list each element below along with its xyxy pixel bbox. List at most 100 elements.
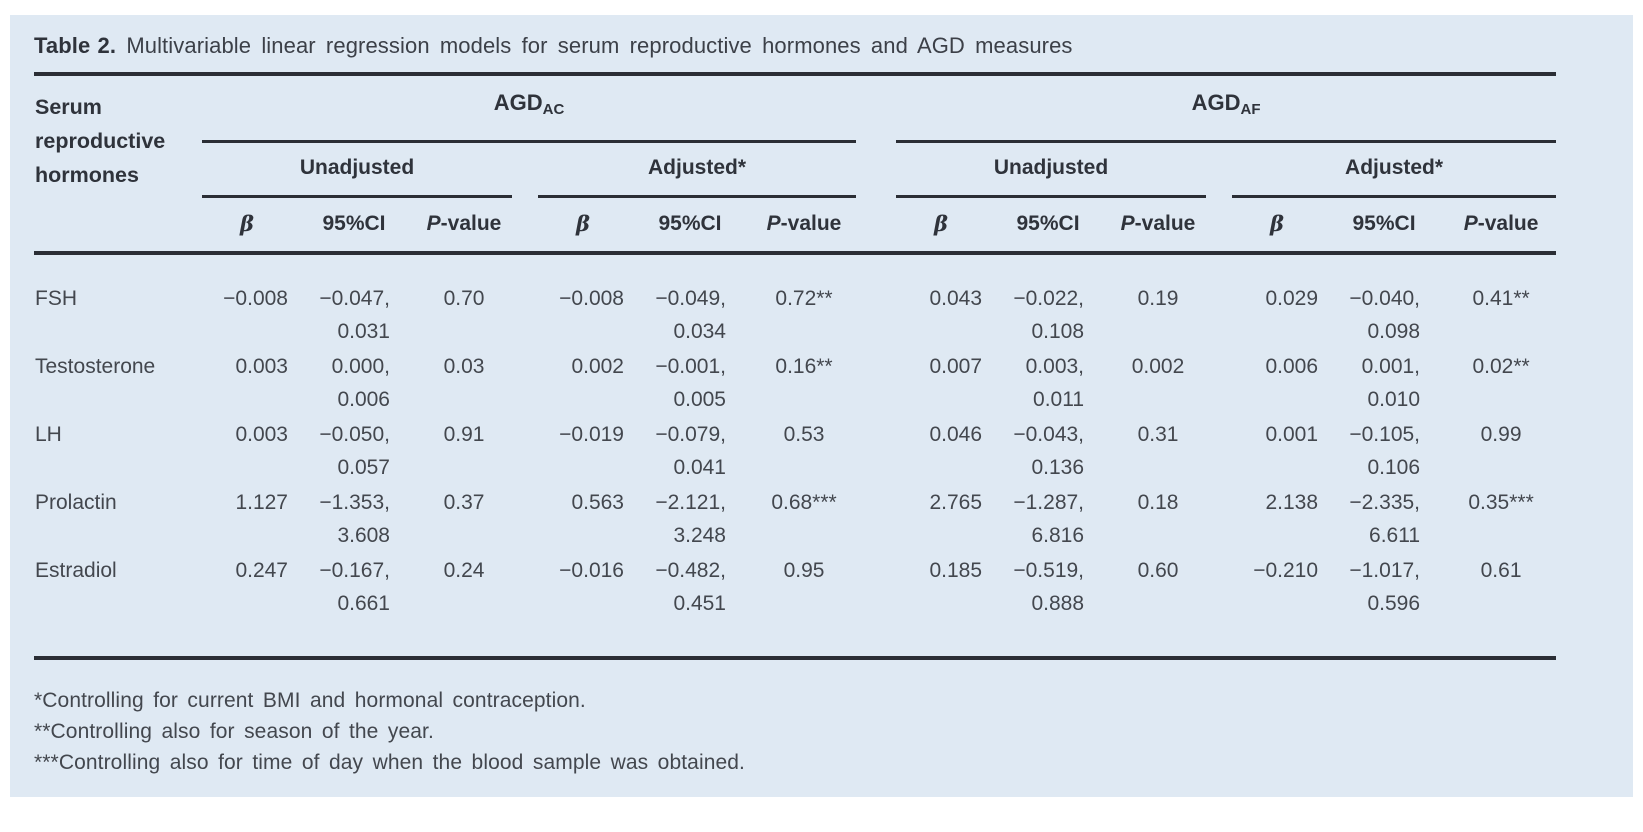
col-header-beta: β bbox=[1270, 211, 1284, 236]
table-row-prolactin: Prolactin 1.127 −1.353, 3.608 0.37 0.563 … bbox=[34, 485, 1556, 553]
beta-value: 0.003 bbox=[235, 355, 288, 378]
col-header-ci: 95%CI bbox=[1352, 211, 1416, 235]
ci-value: −0.040, 0.098 bbox=[1349, 287, 1421, 343]
p-value: 0.35*** bbox=[1468, 491, 1534, 514]
column-header-row: β 95%CI P-value β 95%CI P-value β 95%CI … bbox=[34, 197, 1556, 252]
p-value: 0.68*** bbox=[771, 491, 837, 514]
ci-value: 0.003, 0.011 bbox=[1025, 355, 1085, 411]
subscript-ac: AC bbox=[542, 101, 565, 118]
p-value: 0.53 bbox=[783, 423, 825, 446]
spacer-cell bbox=[856, 485, 896, 553]
table-panel: Table 2. Multivariable linear regression… bbox=[10, 15, 1633, 797]
spacer-cell bbox=[512, 485, 538, 553]
col-header-beta: β bbox=[934, 211, 948, 236]
footnote-3: ***Controlling also for time of day when… bbox=[34, 751, 745, 774]
footnote-2: **Controlling also for season of the yea… bbox=[34, 720, 434, 743]
p-value: 0.37 bbox=[443, 491, 485, 514]
spacer-cell bbox=[512, 255, 538, 349]
ci-value: −1.353, 3.608 bbox=[319, 491, 390, 547]
subgroup-unadjusted-ac: Unadjusted bbox=[202, 141, 512, 198]
beta-value: −0.008 bbox=[223, 287, 288, 310]
p-value: 0.72** bbox=[775, 287, 833, 310]
ci-value: −0.079, 0.041 bbox=[655, 423, 726, 479]
ci-value: −0.050, 0.057 bbox=[319, 423, 390, 479]
spacer-cell bbox=[856, 417, 896, 485]
ci-value: 0.000, 0.006 bbox=[331, 355, 390, 411]
ci-value: −0.001, 0.005 bbox=[655, 355, 726, 411]
column-group-agd-af: AGDAF bbox=[896, 84, 1557, 143]
ci-value: −1.287, 6.816 bbox=[1013, 491, 1085, 547]
col-header-beta: β bbox=[576, 211, 590, 236]
hormone-label: LH bbox=[35, 423, 62, 446]
p-value: 0.99 bbox=[1480, 423, 1522, 446]
footnotes: *Controlling for current BMI and hormona… bbox=[34, 685, 1633, 778]
hormone-label: FSH bbox=[35, 287, 77, 310]
ci-value: −0.105, 0.106 bbox=[1349, 423, 1421, 479]
p-value: 0.70 bbox=[443, 287, 485, 310]
spacer-cell bbox=[856, 553, 896, 656]
spacer-cell bbox=[512, 142, 538, 197]
beta-value: 0.002 bbox=[571, 355, 624, 378]
col-header-pvalue: P-value bbox=[426, 211, 502, 235]
subgroup-adjusted-af: Adjusted* bbox=[1232, 141, 1557, 198]
ci-value: −0.022, 0.108 bbox=[1013, 287, 1085, 343]
beta-value: 0.029 bbox=[1265, 287, 1319, 310]
col-header-ci: 95%CI bbox=[322, 211, 386, 235]
beta-value: 0.185 bbox=[929, 559, 983, 582]
column-group-agd-ac: AGDAC bbox=[202, 84, 857, 143]
subgroup-unadjusted-af: Unadjusted bbox=[896, 141, 1207, 198]
header-bottom-rule bbox=[34, 251, 1557, 255]
spacer-cell bbox=[1206, 197, 1232, 252]
spacer-cell bbox=[1206, 485, 1232, 553]
spacer-cell bbox=[1206, 417, 1232, 485]
p-value: 0.41** bbox=[1472, 287, 1530, 310]
table-caption: Multivariable linear regression models f… bbox=[126, 33, 1073, 58]
p-value: 0.18 bbox=[1137, 491, 1179, 514]
beta-value: 2.765 bbox=[929, 491, 983, 514]
table-row-lh: LH 0.003 −0.050, 0.057 0.91 −0.019 −0.079… bbox=[34, 417, 1556, 485]
hormone-label: Estradiol bbox=[35, 559, 117, 582]
beta-value: 0.001 bbox=[1265, 423, 1319, 446]
ci-value: −0.047, 0.031 bbox=[319, 287, 390, 343]
footnote-1: *Controlling for current BMI and hormona… bbox=[34, 689, 586, 712]
beta-value: 0.006 bbox=[1265, 355, 1319, 378]
spacer-cell bbox=[512, 417, 538, 485]
col-header-beta: β bbox=[240, 211, 254, 236]
p-value: 0.002 bbox=[1131, 355, 1185, 378]
p-value: 0.24 bbox=[443, 559, 485, 582]
beta-value: −0.008 bbox=[559, 287, 624, 310]
p-value: 0.61 bbox=[1480, 559, 1522, 582]
table-row-testosterone: Testosterone 0.003 0.000, 0.006 0.03 0.00… bbox=[34, 349, 1556, 417]
beta-value: 0.007 bbox=[929, 355, 983, 378]
group-header-row: Serum reproductive hormones AGDAC AGDAF bbox=[34, 84, 1557, 187]
spacer-cell bbox=[856, 197, 896, 252]
ci-value: −0.049, 0.034 bbox=[655, 287, 726, 343]
spacer-cell bbox=[512, 349, 538, 417]
ci-value: −0.482, 0.451 bbox=[655, 559, 726, 615]
subscript-af: AF bbox=[1240, 101, 1261, 118]
beta-value: −0.019 bbox=[559, 423, 624, 446]
spacer-cell bbox=[1206, 142, 1232, 197]
p-value: 0.16** bbox=[775, 355, 833, 378]
beta-value: 0.043 bbox=[929, 287, 983, 310]
ci-value: −0.519, 0.888 bbox=[1013, 559, 1085, 615]
spacer-cell bbox=[1206, 255, 1232, 349]
ci-value: −0.043, 0.136 bbox=[1013, 423, 1085, 479]
p-value: 0.03 bbox=[443, 355, 485, 378]
table-title: Table 2. Multivariable linear regression… bbox=[34, 33, 1633, 59]
beta-value: −0.210 bbox=[1253, 559, 1319, 582]
col-header-ci: 95%CI bbox=[658, 211, 722, 235]
table-row-estradiol: Estradiol 0.247 −0.167, 0.661 0.24 −0.016… bbox=[34, 553, 1556, 656]
ci-value: −2.335, 6.611 bbox=[1349, 491, 1421, 547]
hormone-label: Testosterone bbox=[35, 355, 156, 378]
ci-value: 0.001, 0.010 bbox=[1361, 355, 1421, 411]
ci-value: −0.167, 0.661 bbox=[319, 559, 390, 615]
beta-value: 2.138 bbox=[1265, 491, 1319, 514]
p-value: 0.60 bbox=[1137, 559, 1179, 582]
p-value: 0.02** bbox=[1472, 355, 1530, 378]
subgroup-header-row: Unadjusted Adjusted* Unadjusted Adjusted… bbox=[34, 141, 1557, 198]
beta-value: 0.563 bbox=[571, 491, 624, 514]
beta-value: 0.247 bbox=[235, 559, 288, 582]
beta-value: 1.127 bbox=[235, 491, 288, 514]
ci-value: −1.017, 0.596 bbox=[1349, 559, 1421, 615]
